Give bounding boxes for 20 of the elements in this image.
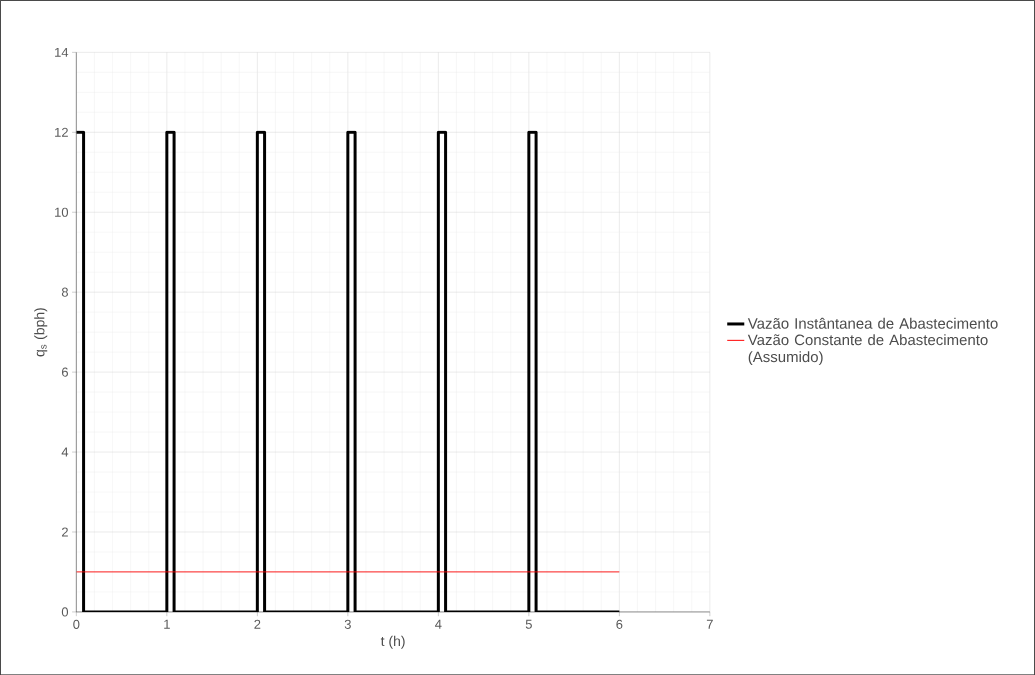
- x-tick-label: 1: [164, 619, 170, 629]
- legend-label: Vazão Instântanea de Abastecimento: [747, 317, 998, 329]
- x-tick-label: 0: [73, 619, 80, 629]
- y-tick-label: 14: [55, 47, 69, 57]
- x-tick-label: 3: [344, 619, 351, 629]
- x-tick-label: 5: [525, 619, 532, 629]
- y-tick-label: 0: [61, 607, 69, 617]
- y-tick-label: 8: [61, 287, 68, 297]
- legend-label: Vazão Constante de Abastecimento (Assumido): [747, 334, 988, 365]
- x-tick-label: 4: [435, 619, 442, 629]
- x-tick-label: 7: [706, 619, 713, 629]
- y-tick-label: 4: [61, 447, 69, 457]
- y-axis-title: q$_{s}$ (bph): [34, 308, 48, 357]
- y-tick-label: 10: [55, 207, 69, 217]
- y-tick-label: 2: [61, 527, 68, 537]
- y-tick-label: 12: [55, 127, 68, 137]
- x-tick-label: 2: [254, 619, 261, 629]
- y-tick-label: 6: [61, 367, 68, 377]
- x-tick-label: 6: [616, 619, 623, 629]
- x-axis-title: t (h): [380, 635, 405, 649]
